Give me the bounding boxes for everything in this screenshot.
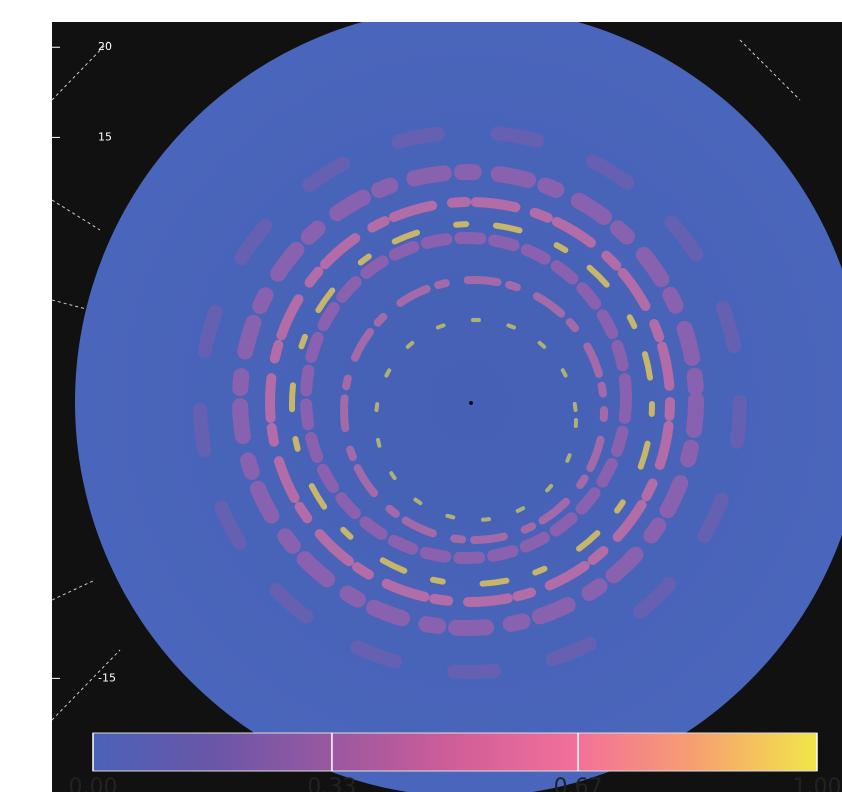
colorbar-tick-label: 0.33 [307, 775, 356, 792]
y-tick-label: 15 [98, 130, 112, 143]
colorbar-tick-label: 0.00 [69, 775, 118, 792]
colorbar [93, 733, 817, 771]
center-marker [469, 401, 473, 405]
y-tick-label: -15 [98, 671, 116, 684]
chart: 20 15 -15 0.00 0.33 0.67 1.00 [0, 0, 842, 792]
colorbar-tick-label: 0.67 [554, 775, 603, 792]
colorbar-tick-label: 1.00 [793, 775, 842, 792]
y-tick-label: 20 [98, 40, 112, 53]
